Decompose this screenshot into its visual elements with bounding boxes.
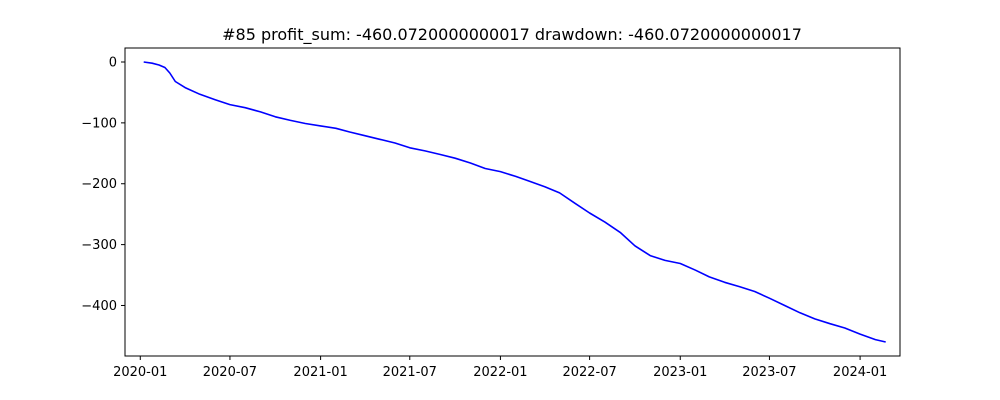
x-tick-label: 2020-07 <box>203 365 257 380</box>
y-tick-label: −100 <box>81 116 117 131</box>
y-axis: 0 −100 −200 −300 −400 <box>81 56 125 314</box>
x-tick-label: 2022-07 <box>562 365 616 380</box>
x-tick-label: 2021-01 <box>293 365 347 380</box>
plot-area <box>143 61 886 343</box>
y-tick-label: 0 <box>109 56 117 71</box>
x-axis: 2020-01 2020-07 2021-01 2021-07 2022-01 2022-… <box>113 356 887 380</box>
y-tick-label: −200 <box>81 177 117 192</box>
plot-frame <box>124 47 901 357</box>
y-tick-label: −300 <box>81 238 117 253</box>
chart-title: #85 profit_sum: -460.0720000000017 drawd… <box>222 25 802 45</box>
x-tick-label: 2023-07 <box>742 365 796 380</box>
x-tick-label: 2020-01 <box>113 365 167 380</box>
y-tick-label: −400 <box>81 299 117 314</box>
series-line-0 <box>143 61 886 343</box>
x-tick-label: 2023-01 <box>653 365 707 380</box>
x-tick-label: 2022-01 <box>473 365 527 380</box>
x-tick-label: 2021-07 <box>383 365 437 380</box>
x-tick-label: 2024-01 <box>833 365 887 380</box>
